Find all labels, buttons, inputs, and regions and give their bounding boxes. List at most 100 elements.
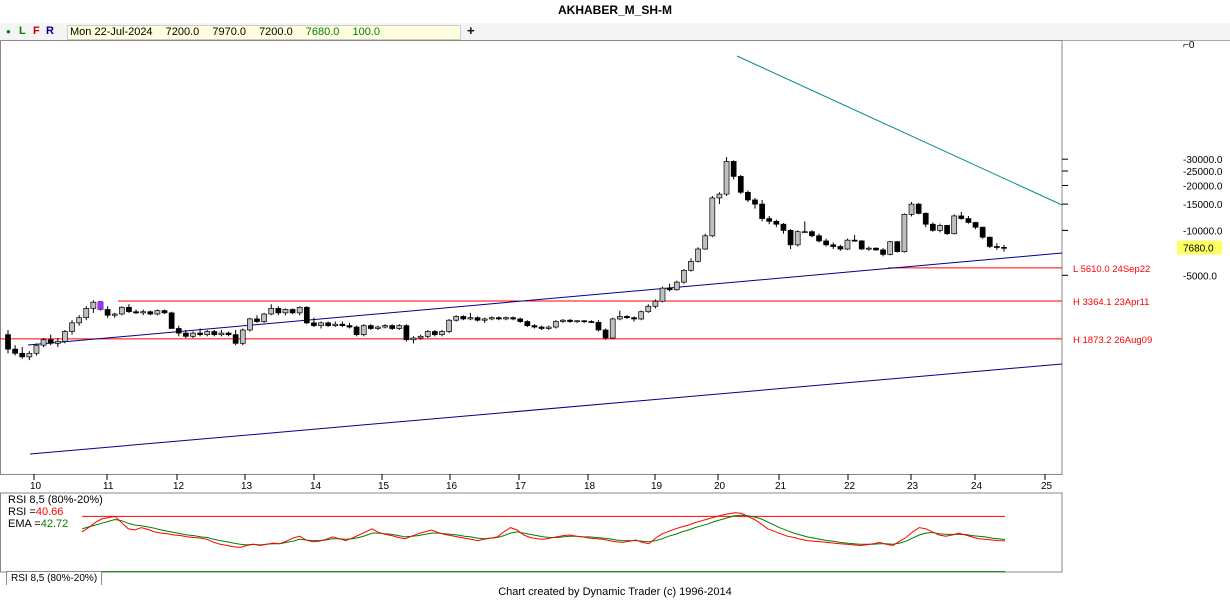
candle — [54, 337, 61, 348]
toolbar-F-button[interactable]: F — [33, 25, 40, 37]
candle-body — [979, 226, 986, 238]
candle — [801, 221, 808, 234]
candle — [104, 306, 111, 318]
toolbar-R-button[interactable]: R — [46, 25, 54, 37]
candle — [190, 331, 196, 338]
candle — [702, 233, 709, 250]
candle-body — [638, 311, 645, 320]
candle — [83, 306, 90, 321]
y-tick-label: -10000.0 — [1183, 226, 1223, 237]
chart-title: AKHABER_M_SH-M — [557, 3, 672, 17]
candle-body — [652, 300, 659, 307]
rsi-value: 40.66 — [35, 506, 64, 518]
candle — [880, 248, 886, 257]
channel-lower-line — [29, 363, 1063, 455]
toolbar-L-button[interactable]: L — [19, 25, 26, 37]
candle — [965, 215, 972, 224]
candle-body — [54, 341, 61, 344]
candle-body — [958, 215, 965, 219]
candle — [994, 243, 1000, 250]
candle — [752, 197, 758, 209]
candle-body — [531, 325, 538, 328]
candle-body — [268, 308, 275, 315]
x-tick-label: 14 — [310, 481, 322, 492]
candle — [183, 329, 189, 338]
candle — [837, 244, 844, 251]
candle-body — [616, 316, 623, 320]
candle-body — [787, 230, 794, 246]
candle — [62, 329, 68, 344]
candle-body — [737, 176, 744, 193]
candle — [367, 324, 374, 330]
x-tick-label: 10 — [30, 481, 42, 492]
candle-body — [538, 326, 545, 329]
x-tick-label: 19 — [651, 481, 663, 492]
y-axis: -30000.0-25000.0 -20000.0 -15000.0 -10000.0… — [1062, 40, 1223, 282]
candle-body — [567, 319, 573, 322]
candle-body — [880, 249, 886, 255]
candle — [901, 213, 908, 253]
candle-body — [389, 325, 396, 329]
candle — [1001, 244, 1007, 252]
candle-body — [218, 332, 225, 336]
candle-body — [965, 218, 972, 223]
candle — [467, 312, 474, 321]
candle — [439, 329, 445, 337]
price-chart[interactable]: L 5610.0 24Sep22 H 3364.1 23Apr11 H 1873.2… — [0, 40, 1230, 586]
candle-body — [873, 247, 879, 251]
candle — [616, 310, 623, 321]
candle-body — [915, 203, 922, 214]
candle-body — [1001, 246, 1007, 249]
candle — [624, 315, 630, 319]
x-tick-label: 18 — [584, 481, 596, 492]
candle — [126, 304, 132, 313]
candle-body — [375, 326, 381, 329]
resistance-trend-line — [736, 55, 1063, 206]
candle-body — [581, 320, 588, 323]
candle — [709, 196, 716, 238]
candle-body — [517, 318, 524, 322]
candle-body — [730, 161, 737, 177]
level-label: L 5610.0 24Sep22 — [1073, 264, 1150, 275]
candle — [922, 212, 929, 228]
candle-body — [410, 337, 417, 341]
candle — [5, 329, 11, 354]
footer-credit: Chart created by Dynamic Trader (c) 1996… — [498, 586, 732, 598]
candle — [26, 351, 33, 361]
candle — [737, 175, 744, 195]
candle — [595, 320, 602, 332]
candle-body — [360, 325, 367, 336]
candle-body — [588, 321, 595, 323]
candle-body — [154, 310, 161, 315]
ema-label: EMA = — [8, 518, 41, 530]
candle-body — [823, 240, 829, 246]
candle-body — [439, 331, 445, 336]
x-tick-label: 12 — [173, 481, 185, 492]
candle — [979, 226, 986, 239]
candle — [787, 229, 794, 250]
x-tick-label: 23 — [907, 481, 919, 492]
candle-body — [325, 322, 331, 326]
candle-body — [396, 325, 403, 329]
tab-rsi[interactable]: RSI 8,5 (80%-20%) — [6, 571, 103, 585]
candle — [232, 329, 239, 346]
candle-body — [118, 306, 125, 315]
candle-body — [887, 241, 894, 255]
info-volume: 100.0 — [352, 26, 381, 38]
candle — [652, 299, 659, 309]
candle-body — [140, 311, 147, 314]
candle — [133, 309, 139, 315]
rsi-legend: RSI 8,5 (80%-20%) RSI =40.66 EMA =42.72 — [8, 494, 103, 530]
candle-body — [5, 334, 11, 350]
candle-body — [40, 339, 47, 346]
candle — [211, 329, 218, 337]
candle-body — [552, 321, 559, 328]
candle — [275, 306, 282, 316]
candle — [766, 215, 773, 225]
candle — [118, 306, 125, 316]
add-plus-icon[interactable]: + — [467, 23, 475, 38]
candle — [481, 317, 488, 323]
x-axis: 10 11 12 13 14 15 16 17 18 19 20 21 22 23 24 25 — [30, 474, 1053, 492]
candle-body — [481, 318, 488, 321]
candle — [289, 308, 296, 315]
